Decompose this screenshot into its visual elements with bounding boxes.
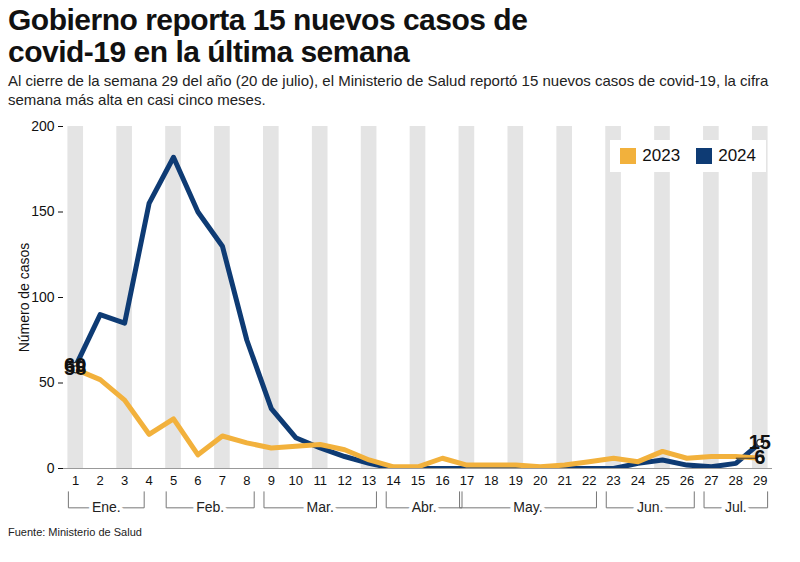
- html-text:Fuente: Ministerio de Salud: Fuente: Ministerio de Salud: [8, 526, 142, 538]
- svg-text:26: 26: [680, 473, 694, 488]
- svg-text:1: 1: [72, 473, 79, 488]
- svg-text:10: 10: [289, 473, 303, 488]
- svg-text:15: 15: [411, 473, 425, 488]
- svg-text:Abr.: Abr.: [412, 499, 437, 515]
- svg-text:Ene.: Ene.: [92, 499, 121, 515]
- svg-text:0: 0: [47, 460, 55, 476]
- svg-text:Jun.: Jun.: [637, 499, 663, 515]
- svg-text:23: 23: [606, 473, 620, 488]
- svg-text:Jul.: Jul.: [725, 499, 747, 515]
- svg-text:May.: May.: [513, 499, 542, 515]
- svg-text:2: 2: [97, 473, 104, 488]
- html-text:2024: 2024: [718, 146, 756, 165]
- svg-text:20: 20: [533, 473, 547, 488]
- svg-text:17: 17: [460, 473, 474, 488]
- html-text:Gobierno reporta 15 nuevos cas: Gobierno reporta 15 nuevos casos de covi…: [8, 3, 528, 68]
- svg-text:4: 4: [145, 473, 152, 488]
- svg-text:16: 16: [435, 473, 449, 488]
- svg-text:150: 150: [31, 203, 55, 219]
- svg-text:21: 21: [557, 473, 571, 488]
- svg-text:6: 6: [194, 473, 201, 488]
- svg-text:25: 25: [655, 473, 669, 488]
- svg-text:27: 27: [704, 473, 718, 488]
- svg-text:200: 200: [31, 118, 55, 134]
- svg-text:Número de casos: Número de casos: [16, 243, 32, 353]
- svg-text:28: 28: [729, 473, 743, 488]
- svg-text:24: 24: [631, 473, 645, 488]
- svg-text:18: 18: [484, 473, 498, 488]
- svg-text:13: 13: [362, 473, 376, 488]
- svg-text:Feb.: Feb.: [196, 499, 224, 515]
- svg-text:19: 19: [509, 473, 523, 488]
- svg-text:12: 12: [337, 473, 351, 488]
- svg-text:11: 11: [313, 473, 327, 488]
- html-text:2023: 2023: [642, 146, 681, 165]
- svg-text:100: 100: [31, 289, 55, 305]
- svg-text:Mar.: Mar.: [307, 499, 334, 515]
- svg-text:29: 29: [753, 473, 767, 488]
- svg-text:15: 15: [749, 431, 771, 453]
- html-text:Al cierre de la semana 29 del: Al cierre de la semana 29 del año (20 de…: [8, 72, 769, 108]
- svg-text:22: 22: [582, 473, 596, 488]
- svg-text:3: 3: [121, 473, 128, 488]
- svg-text:6: 6: [754, 446, 766, 469]
- svg-text:50: 50: [39, 374, 55, 390]
- svg-text:8: 8: [243, 473, 250, 488]
- svg-text:9: 9: [268, 473, 275, 488]
- svg-text:14: 14: [386, 473, 400, 488]
- svg-text:5: 5: [170, 473, 177, 488]
- svg-text:58: 58: [64, 357, 86, 379]
- svg-text:7: 7: [219, 473, 226, 488]
